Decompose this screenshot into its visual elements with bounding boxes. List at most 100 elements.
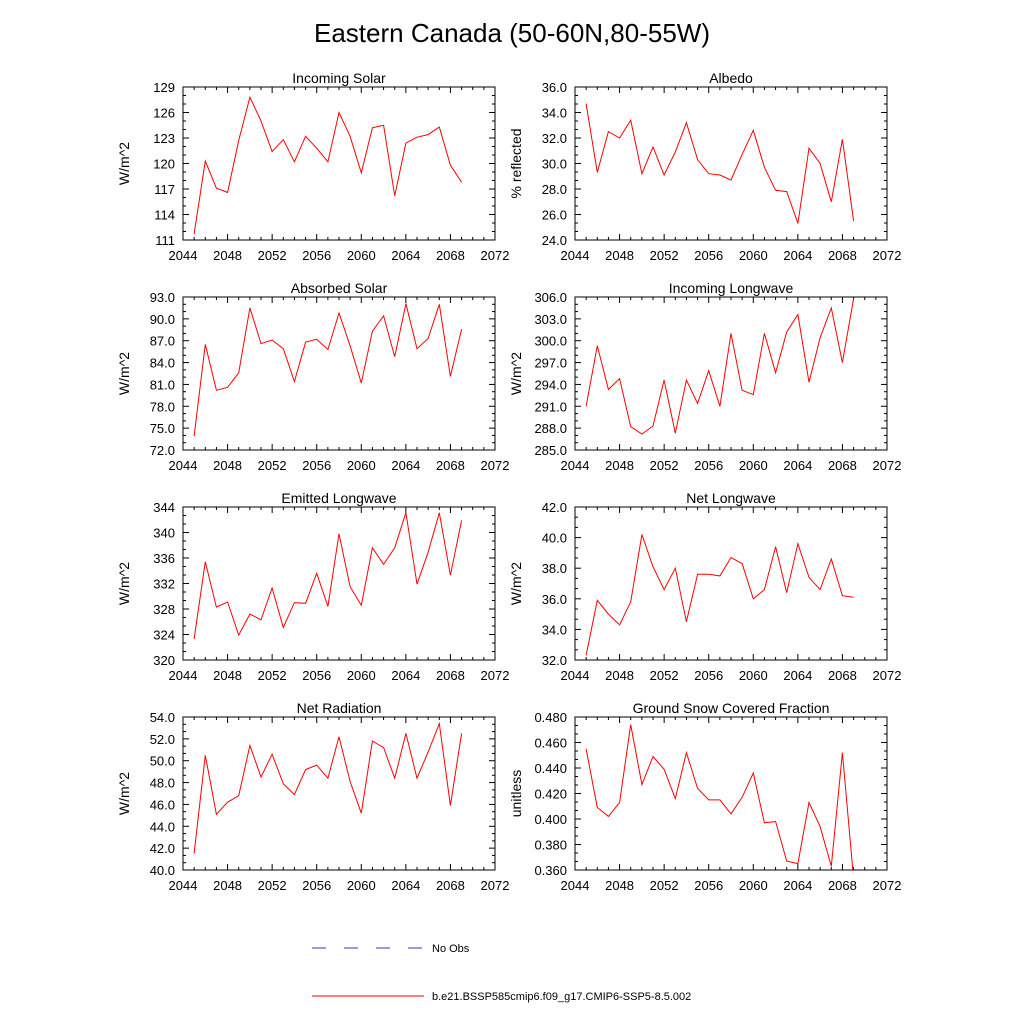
x-tick-label: 2056 bbox=[302, 668, 331, 683]
y-tick-label: 46.0 bbox=[150, 797, 175, 812]
plot-frame bbox=[182, 716, 496, 871]
y-tick-label: 120 bbox=[153, 157, 175, 172]
x-tick-label: 2064 bbox=[391, 878, 420, 893]
y-tick-label: 123 bbox=[153, 131, 175, 146]
x-tick-label: 2052 bbox=[650, 878, 679, 893]
y-tick-label: 0.360 bbox=[534, 863, 567, 878]
x-tick-label: 2064 bbox=[783, 878, 812, 893]
y-tick-label: 42.0 bbox=[150, 841, 175, 856]
x-tick-label: 2060 bbox=[347, 458, 376, 473]
y-tick-label: 87.0 bbox=[150, 334, 175, 349]
y-tick-label: 126 bbox=[153, 106, 175, 121]
x-tick-label: 2060 bbox=[739, 458, 768, 473]
x-tick-label: 2056 bbox=[694, 248, 723, 263]
y-tick-label: 0.460 bbox=[534, 736, 567, 751]
y-tick-label: 48.0 bbox=[150, 776, 175, 791]
x-tick-label: 2072 bbox=[873, 668, 902, 683]
series-line bbox=[193, 95, 463, 235]
y-tick-label: 328 bbox=[153, 602, 175, 617]
y-tick-label: 300.0 bbox=[534, 334, 567, 349]
x-tick-label: 2072 bbox=[873, 458, 902, 473]
panel-title: Albedo bbox=[709, 70, 753, 86]
y-tick-label: 40.0 bbox=[150, 863, 175, 878]
x-tick-label: 2048 bbox=[213, 248, 242, 263]
plot-frame bbox=[574, 296, 888, 451]
y-axis-label: W/m^2 bbox=[116, 562, 132, 605]
x-tick-label: 2068 bbox=[828, 878, 857, 893]
y-tick-label: 28.0 bbox=[542, 182, 567, 197]
legend-label-no-obs: No Obs bbox=[432, 943, 470, 955]
panel-incoming-solar: 2044 2048 2052 2056 2060 2064 2068 2072 111 114 11… bbox=[116, 70, 509, 263]
x-tick-label: 2060 bbox=[347, 878, 376, 893]
x-tick-label: 2060 bbox=[739, 668, 768, 683]
x-tick-label: 2048 bbox=[605, 458, 634, 473]
y-tick-label: 52.0 bbox=[150, 732, 175, 747]
series-line bbox=[193, 512, 463, 640]
x-tick-label: 2044 bbox=[169, 458, 198, 473]
y-tick-label: 0.440 bbox=[534, 761, 567, 776]
y-tick-label: 288.0 bbox=[534, 421, 567, 436]
y-tick-label: 78.0 bbox=[150, 399, 175, 414]
x-tick-label: 2052 bbox=[258, 878, 287, 893]
y-tick-label: 285.0 bbox=[534, 443, 567, 458]
x-tick-label: 2068 bbox=[828, 248, 857, 263]
y-tick-label: 332 bbox=[153, 577, 175, 592]
panel-net-radiation: 2044 2048 2052 2056 2060 2064 2068 2072 40.0 42.0… bbox=[116, 700, 509, 893]
x-tick-label: 2068 bbox=[436, 248, 465, 263]
series-line bbox=[585, 534, 854, 656]
legend-label-model: b.e21.BSSP585cmip6.f09_g17.CMIP6-SSP5-8.… bbox=[432, 991, 691, 1003]
x-tick-label: 2068 bbox=[436, 668, 465, 683]
y-tick-label: 111 bbox=[155, 233, 175, 248]
x-tick-label: 2068 bbox=[436, 878, 465, 893]
x-tick-label: 2044 bbox=[169, 248, 198, 263]
x-tick-label: 2052 bbox=[258, 668, 287, 683]
series-line bbox=[193, 721, 463, 854]
x-tick-label: 2060 bbox=[739, 248, 768, 263]
panel-title: Incoming Longwave bbox=[669, 280, 794, 296]
y-tick-label: 336 bbox=[153, 551, 175, 566]
x-tick-label: 2052 bbox=[650, 458, 679, 473]
x-tick-label: 2072 bbox=[873, 248, 902, 263]
panel-title: Incoming Solar bbox=[292, 70, 386, 86]
panel-albedo: 2044 2048 2052 2056 2060 2064 2068 2072 24.0 26.0… bbox=[508, 70, 901, 263]
y-axis-label: W/m^2 bbox=[116, 352, 132, 395]
y-tick-label: 34.0 bbox=[542, 622, 567, 637]
x-tick-label: 2072 bbox=[481, 668, 510, 683]
panel-emitted-longwave: 2044 2048 2052 2056 2060 2064 2068 2072 320 324 32… bbox=[116, 490, 509, 683]
x-tick-label: 2072 bbox=[481, 458, 510, 473]
x-tick-label: 2064 bbox=[783, 248, 812, 263]
y-axis-label: W/m^2 bbox=[508, 562, 524, 605]
y-tick-label: 26.0 bbox=[542, 208, 567, 223]
x-tick-label: 2068 bbox=[436, 458, 465, 473]
y-tick-label: 320 bbox=[153, 653, 175, 668]
plot-frame bbox=[574, 716, 888, 871]
x-tick-label: 2060 bbox=[347, 248, 376, 263]
y-tick-label: 38.0 bbox=[542, 561, 567, 576]
panel-ground-snow-covered-fraction: 2044 2048 2052 2056 2060 2064 2068 2072 0.360 0.3… bbox=[508, 700, 901, 893]
x-tick-label: 2060 bbox=[347, 668, 376, 683]
x-tick-label: 2052 bbox=[258, 248, 287, 263]
y-tick-label: 84.0 bbox=[150, 356, 175, 371]
y-tick-label: 340 bbox=[153, 526, 175, 541]
x-tick-label: 2072 bbox=[873, 878, 902, 893]
panel-incoming-longwave: 2044 2048 2052 2056 2060 2064 2068 2072 285.0 288… bbox=[508, 280, 901, 473]
x-tick-label: 2048 bbox=[213, 668, 242, 683]
x-tick-label: 2044 bbox=[561, 878, 590, 893]
y-tick-label: 72.0 bbox=[150, 443, 175, 458]
x-tick-label: 2048 bbox=[605, 878, 634, 893]
x-tick-label: 2064 bbox=[391, 458, 420, 473]
x-tick-label: 2044 bbox=[169, 878, 198, 893]
panel-net-longwave: 2044 2048 2052 2056 2060 2064 2068 2072 32.0 34.0… bbox=[508, 490, 901, 683]
panel-grid: 2044 2048 2052 2056 2060 2064 2068 2072 111 114 11… bbox=[116, 70, 901, 893]
series-line bbox=[585, 103, 855, 224]
y-tick-label: 30.0 bbox=[542, 157, 567, 172]
y-tick-label: 54.0 bbox=[150, 710, 175, 725]
y-tick-label: 129 bbox=[153, 80, 175, 95]
panel-title: Emitted Longwave bbox=[281, 490, 396, 506]
y-tick-label: 32.0 bbox=[542, 653, 567, 668]
y-tick-label: 36.0 bbox=[542, 592, 567, 607]
figure-title: Eastern Canada (50-60N,80-55W) bbox=[314, 18, 710, 48]
y-tick-label: 42.0 bbox=[542, 500, 567, 515]
y-tick-label: 32.0 bbox=[542, 131, 567, 146]
